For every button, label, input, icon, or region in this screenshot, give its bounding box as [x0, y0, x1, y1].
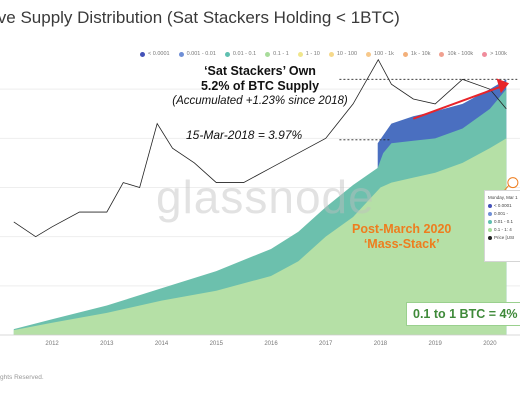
legend-swatch: [297, 51, 303, 57]
x-tick-label: 2018: [374, 341, 388, 347]
tooltip-header: Monday, Mar 1: [488, 195, 518, 200]
legend-label: 0.01 - 0.1: [232, 51, 257, 57]
x-tick-label: 2015: [210, 341, 224, 347]
tooltip-swatch: [488, 204, 492, 208]
x-tick-label: 2019: [428, 341, 442, 347]
tooltip: Monday, Mar 1 < 0.0001 0.001 - 0.01 - 0.1 0…: [484, 190, 520, 262]
tooltip-swatch: [488, 212, 492, 216]
tooltip-label: 0.001 -: [494, 211, 509, 216]
tooltip-row: 0.01 - 0.1: [488, 218, 520, 226]
tooltip-label: < 0.0001: [494, 203, 512, 208]
legend-swatch: [439, 51, 445, 57]
legend-item[interactable]: 0.01 - 0.1: [224, 51, 257, 57]
annotation-own-sub: (Accumulated +1.23% since 2018): [172, 95, 348, 107]
annotation-ownership: ‘Sat Stackers’ Own 5.2% of BTC Supply (A…: [170, 64, 350, 109]
tooltip-row: Price [USI: [488, 234, 520, 242]
tooltip-label: 0.1 - 1: 4: [494, 227, 512, 232]
legend-item[interactable]: 10k - 100k: [439, 51, 473, 57]
footer: ghts Reserved.: [0, 374, 44, 381]
legend-item[interactable]: 1 - 10: [297, 51, 320, 57]
tooltip-swatch: [488, 220, 492, 224]
tooltip-row: 0.001 -: [488, 210, 520, 218]
legend-item[interactable]: > 100k: [482, 51, 507, 57]
x-tick-label: 2017: [319, 341, 333, 347]
annotation-mar-2018: 15-Mar-2018 = 3.97%: [186, 128, 303, 142]
legend-item[interactable]: 0.001 - 0.01: [178, 51, 216, 57]
legend-label: 10k - 100k: [447, 51, 474, 57]
annotation-own-value: 5.2% of BTC Supply: [200, 79, 320, 93]
tooltip-label: 0.01 - 0.1: [494, 219, 514, 224]
series-area-0-1-1: [13, 138, 507, 335]
legend-swatch: [178, 51, 184, 57]
x-tick-label: 2013: [100, 341, 114, 347]
annotation-post-line1: Post-March 2020: [352, 222, 452, 236]
annotation-mass-stack: Post-March 2020 ‘Mass-Stack’: [352, 222, 451, 252]
tooltip-row: 0.1 - 1: 4: [488, 226, 520, 234]
tooltip-row: < 0.0001: [488, 202, 520, 210]
legend-swatch: [224, 51, 230, 57]
annotation-post-line2: ‘Mass-Stack’: [363, 237, 440, 251]
annotation-own-title: ‘Sat Stackers’ Own: [204, 64, 316, 78]
legend: < 0.0001 0.001 - 0.01 0.01 - 0.1 0.1 - 1 1 -…: [140, 51, 507, 57]
legend-label: 0.1 - 1: [273, 51, 289, 57]
legend-swatch: [366, 51, 372, 57]
legend-swatch: [402, 51, 408, 57]
legend-item[interactable]: 100 - 1k: [366, 51, 394, 57]
legend-label: 100 - 1k: [374, 51, 394, 57]
legend-label: 1k - 10k: [410, 51, 431, 57]
legend-label: 1 - 10: [305, 51, 320, 57]
legend-label: 10 - 100: [336, 51, 358, 57]
x-tick-label: 2020: [483, 341, 497, 347]
legend-item[interactable]: 10 - 100: [328, 51, 358, 57]
legend-label: 0.001 - 0.01: [186, 51, 216, 57]
legend-swatch: [482, 51, 488, 57]
mass-stack-marker: [507, 177, 519, 189]
annotation-box: 0.1 to 1 BTC = 4% S: [406, 302, 520, 326]
tooltip-label: Price [USI: [494, 235, 515, 240]
legend-item[interactable]: < 0.0001: [140, 51, 170, 57]
legend-label: > 100k: [490, 51, 507, 57]
x-tick-label: 2014: [155, 341, 169, 347]
legend-swatch: [140, 51, 145, 57]
tooltip-swatch: [488, 228, 492, 232]
trend-arrow-head: [496, 78, 510, 94]
legend-swatch: [328, 51, 334, 57]
watermark: glassnode: [156, 171, 375, 223]
trend-arrow-line: [412, 85, 502, 120]
x-tick-label: 2016: [264, 341, 278, 347]
tooltip-swatch: [488, 236, 492, 240]
legend-label: < 0.0001: [148, 51, 170, 57]
chart-title: ive Supply Distribution (Sat Stackers Ho…: [0, 8, 400, 27]
series-line-price: [13, 58, 507, 238]
legend-swatch: [265, 51, 271, 57]
legend-item[interactable]: 0.1 - 1: [265, 51, 289, 57]
x-tick-label: 2012: [45, 341, 59, 347]
legend-item[interactable]: 1k - 10k: [402, 51, 431, 57]
